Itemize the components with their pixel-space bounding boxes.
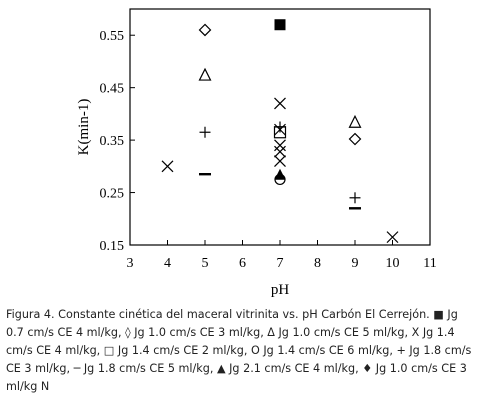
- y-tick-labels: 0.15 0.25 0.35 0.45 0.55: [100, 29, 125, 254]
- x-tick-label: 11: [423, 256, 436, 271]
- y-axis-title: K(min-1): [76, 99, 92, 156]
- y-tick-label: 0.45: [100, 82, 125, 97]
- data-point-open-triangle: [348, 114, 362, 128]
- x-tick-label: 9: [352, 256, 359, 271]
- data-point-x: [274, 139, 286, 152]
- data-markers: [161, 19, 399, 244]
- scatter-chart: 3 4 5 6 7 8 9 10 11 0.15 0.25 0.35 0.45 0.55 pH K(mi…: [76, 8, 437, 298]
- data-point-filled-triangle: [274, 168, 286, 180]
- data-point-open-diamond: [348, 132, 362, 146]
- data-point-plus: [274, 121, 286, 133]
- data-point-plus: [199, 126, 211, 138]
- y-tick-label: 0.25: [100, 187, 125, 202]
- data-point-open-diamond: [198, 23, 212, 37]
- data-point-x: [386, 231, 399, 244]
- y-tick-label: 0.55: [100, 29, 125, 44]
- x-tick-label: 6: [239, 256, 246, 271]
- x-tick-label: 10: [386, 256, 400, 271]
- x-tick-label: 4: [164, 256, 171, 271]
- data-point-open-triangle: [198, 67, 212, 81]
- y-tick-label: 0.35: [100, 134, 125, 149]
- x-tick-label: 7: [277, 256, 284, 271]
- y-tick-label: 0.15: [100, 239, 125, 254]
- data-point-x: [274, 97, 286, 110]
- figure-caption: Figura 4. Constante cinética del maceral…: [6, 308, 472, 393]
- data-point-x: [274, 155, 286, 168]
- x-axis-title: pH: [271, 282, 290, 298]
- x-tick-label: 3: [127, 256, 134, 271]
- x-tick-labels: 3 4 5 6 7 8 9 10 11: [127, 256, 437, 271]
- data-point-x: [161, 160, 174, 173]
- x-tick-label: 8: [314, 256, 321, 271]
- x-tick-label: 5: [202, 256, 209, 271]
- data-point-x: [274, 145, 286, 158]
- axis-ticks: [129, 34, 431, 246]
- data-point-plus: [349, 192, 361, 204]
- data-point-filled-square: [274, 19, 286, 31]
